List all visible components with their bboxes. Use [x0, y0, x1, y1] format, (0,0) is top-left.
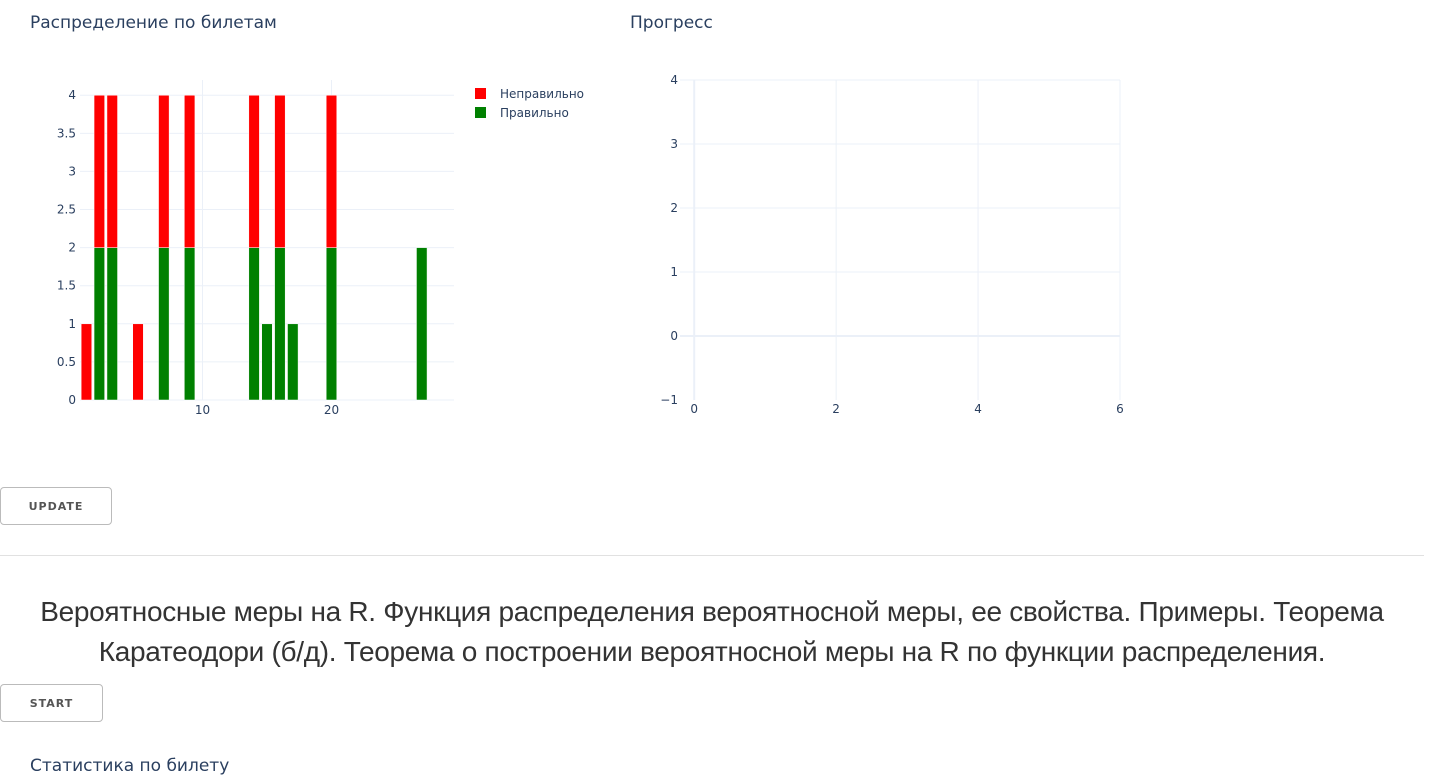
bar-correct — [184, 247, 196, 401]
y-tick-label: 3.5 — [57, 126, 76, 140]
progress-chart-title: Прогресс — [630, 13, 713, 33]
bar-correct — [106, 247, 118, 401]
bar-correct — [416, 247, 428, 401]
y-tick-label: 0 — [670, 329, 678, 343]
bar-wrong — [184, 94, 196, 248]
y-tick-label: 3 — [670, 137, 678, 151]
bar-wrong — [106, 94, 118, 248]
y-tick-label: 4 — [670, 73, 678, 87]
y-tick-label: 0 — [68, 393, 76, 407]
section-divider — [0, 555, 1424, 556]
x-tick-label: 6 — [1116, 402, 1124, 416]
legend-swatch — [475, 107, 486, 118]
y-tick-label: 4 — [68, 88, 76, 102]
x-tick-label: 4 — [974, 402, 982, 416]
bar-wrong — [80, 323, 92, 401]
start-button[interactable]: START — [0, 684, 103, 722]
ticket-stats-title: Статистика по билету — [30, 756, 230, 776]
bar-wrong — [132, 323, 144, 401]
x-tick-label: 10 — [195, 403, 210, 417]
bar-correct — [93, 247, 105, 401]
y-tick-label: 2.5 — [57, 203, 76, 217]
x-tick-label: 20 — [324, 403, 339, 417]
bar-wrong — [325, 94, 338, 248]
ticket-question-text: Вероятносные меры на R. Функция распреде… — [40, 596, 1384, 667]
bar-wrong — [158, 94, 170, 248]
y-tick-label: 1 — [670, 265, 678, 279]
legend-label: Правильно — [500, 106, 569, 120]
distribution-chart-title: Распределение по билетам — [30, 13, 277, 33]
bar-correct — [274, 247, 286, 401]
bar-correct — [325, 247, 338, 401]
progress-line-chart: −1 0 1 2 3 4 0 2 4 6 — [660, 73, 1124, 416]
y-tick-label: 2 — [68, 241, 76, 255]
y-tick-label: 3 — [68, 164, 76, 178]
distribution-bar-chart: 0 0.5 1 1.5 2 2.5 3 3.5 4 10 20 Неправильно Правильн… — [57, 80, 584, 417]
y-tick-label: 1 — [68, 317, 76, 331]
bar-wrong — [93, 94, 105, 248]
y-tick-label: −1 — [660, 393, 678, 407]
bar-correct — [158, 247, 170, 401]
bar-correct — [248, 247, 260, 401]
legend-label: Неправильно — [500, 87, 584, 101]
x-tick-label: 2 — [832, 402, 840, 416]
bar-wrong — [248, 94, 260, 248]
update-button[interactable]: UPDATE — [0, 487, 112, 525]
x-tick-label: 0 — [690, 402, 698, 416]
y-tick-label: 0.5 — [57, 355, 76, 369]
y-tick-label: 1.5 — [57, 279, 76, 293]
legend-swatch — [475, 88, 486, 99]
bar-correct — [287, 323, 299, 401]
bar-wrong — [274, 94, 286, 248]
bar-correct — [261, 323, 273, 401]
y-tick-label: 2 — [670, 201, 678, 215]
